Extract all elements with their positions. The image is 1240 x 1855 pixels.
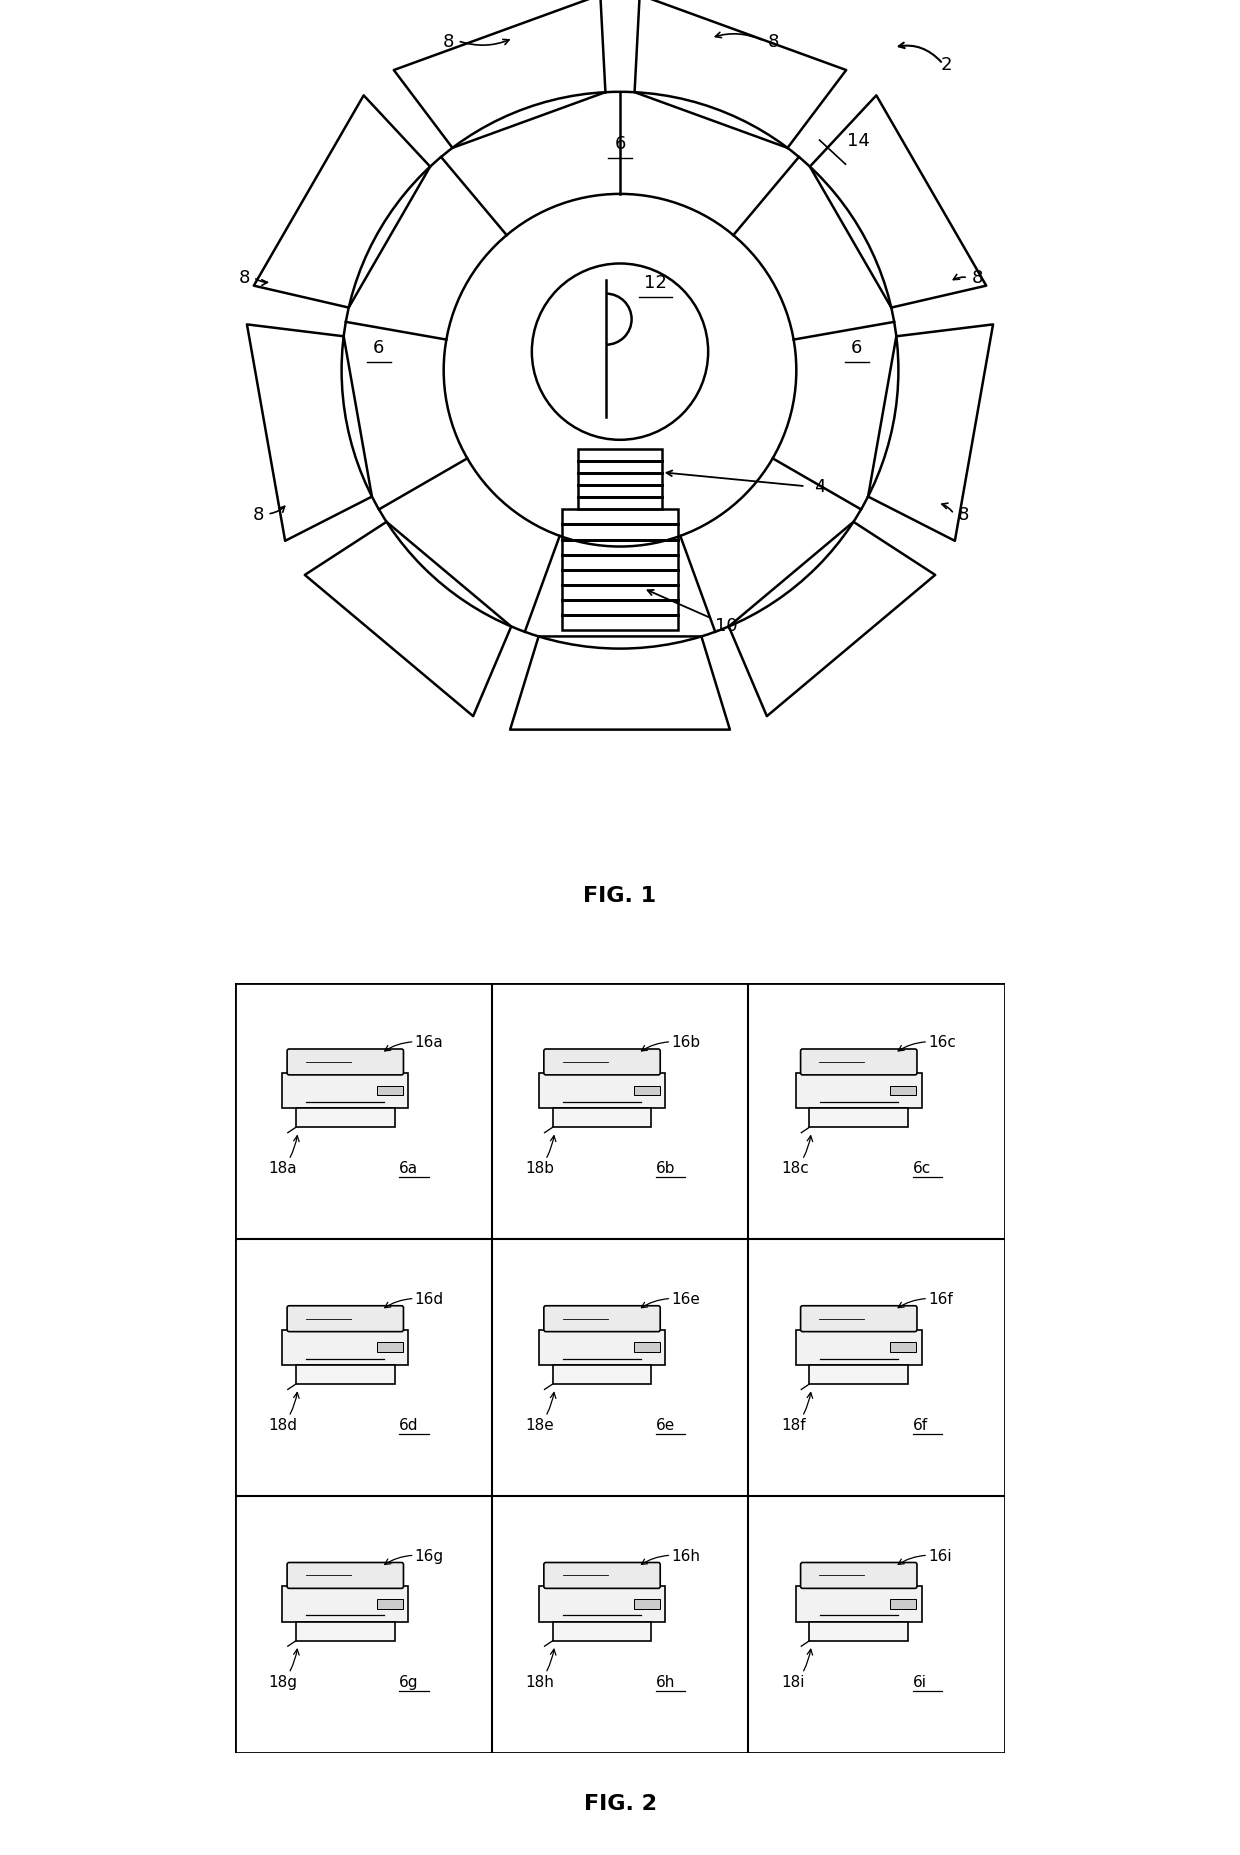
Bar	[296, 1109, 394, 1128]
FancyBboxPatch shape	[288, 1050, 403, 1076]
Text: 6f: 6f	[913, 1417, 928, 1432]
Text: 6i: 6i	[913, 1673, 926, 1688]
Text: 8: 8	[768, 33, 779, 50]
Bar	[553, 1109, 651, 1128]
Bar	[890, 1087, 916, 1096]
Text: 6d: 6d	[399, 1417, 419, 1432]
FancyBboxPatch shape	[544, 1050, 660, 1076]
Bar	[296, 1365, 394, 1384]
FancyBboxPatch shape	[288, 1562, 403, 1588]
Bar	[377, 1599, 403, 1608]
Bar	[539, 1330, 665, 1365]
FancyBboxPatch shape	[801, 1306, 916, 1332]
Bar	[810, 1365, 908, 1384]
Bar	[283, 1074, 408, 1109]
FancyBboxPatch shape	[801, 1562, 916, 1588]
Text: 16d: 16d	[414, 1291, 444, 1306]
Bar	[796, 1330, 921, 1365]
Text: 6: 6	[851, 339, 862, 356]
Text: 16c: 16c	[928, 1035, 956, 1050]
Bar	[634, 1599, 660, 1608]
Bar	[578, 449, 662, 510]
Text: 18e: 18e	[525, 1417, 554, 1432]
Text: 6a: 6a	[399, 1161, 418, 1176]
Bar	[796, 1586, 921, 1621]
FancyBboxPatch shape	[544, 1562, 660, 1588]
Text: 18d: 18d	[268, 1417, 298, 1432]
Text: 6: 6	[373, 339, 384, 356]
Bar	[283, 1330, 408, 1365]
FancyBboxPatch shape	[544, 1306, 660, 1332]
Text: 16b: 16b	[671, 1035, 701, 1050]
Text: 18h: 18h	[525, 1673, 554, 1688]
Text: 6: 6	[614, 135, 626, 152]
Bar	[553, 1365, 651, 1384]
Text: 18g: 18g	[268, 1673, 298, 1688]
Bar	[296, 1621, 394, 1642]
Text: 16e: 16e	[671, 1291, 701, 1306]
Bar	[553, 1621, 651, 1642]
Text: 18f: 18f	[781, 1417, 806, 1432]
Bar	[810, 1109, 908, 1128]
Bar	[796, 1074, 921, 1109]
Text: 6b: 6b	[656, 1161, 676, 1176]
Bar	[539, 1074, 665, 1109]
Text: FIG. 1: FIG. 1	[584, 885, 656, 905]
Text: 16g: 16g	[414, 1547, 444, 1564]
Text: 6h: 6h	[656, 1673, 676, 1688]
Text: 18i: 18i	[781, 1673, 805, 1688]
Bar	[634, 1343, 660, 1352]
Text: 6e: 6e	[656, 1417, 676, 1432]
Bar	[890, 1599, 916, 1608]
Text: 10: 10	[715, 618, 738, 634]
Text: 6g: 6g	[399, 1673, 419, 1688]
Text: 12: 12	[644, 275, 667, 291]
Text: 16f: 16f	[928, 1291, 952, 1306]
FancyBboxPatch shape	[801, 1050, 916, 1076]
Bar	[890, 1343, 916, 1352]
Text: 18a: 18a	[268, 1161, 296, 1176]
Bar	[810, 1621, 908, 1642]
Text: FIG. 2: FIG. 2	[584, 1794, 656, 1812]
Text: 8: 8	[238, 269, 249, 288]
Text: 16i: 16i	[928, 1547, 952, 1564]
Text: 16h: 16h	[671, 1547, 701, 1564]
FancyBboxPatch shape	[288, 1306, 403, 1332]
Text: 8: 8	[972, 269, 983, 288]
Text: 8: 8	[443, 33, 454, 50]
Text: 16a: 16a	[414, 1035, 444, 1050]
Text: 6c: 6c	[913, 1161, 931, 1176]
Text: 8: 8	[957, 506, 968, 523]
Bar	[634, 1087, 660, 1096]
Bar	[283, 1586, 408, 1621]
Text: 18c: 18c	[781, 1161, 810, 1176]
Bar	[563, 510, 677, 631]
Text: 14: 14	[847, 132, 870, 150]
Text: 4: 4	[813, 479, 826, 495]
Bar	[539, 1586, 665, 1621]
Bar	[377, 1087, 403, 1096]
Text: 18b: 18b	[525, 1161, 554, 1176]
Text: 2: 2	[940, 56, 951, 74]
Text: 8: 8	[253, 506, 264, 523]
Bar	[377, 1343, 403, 1352]
